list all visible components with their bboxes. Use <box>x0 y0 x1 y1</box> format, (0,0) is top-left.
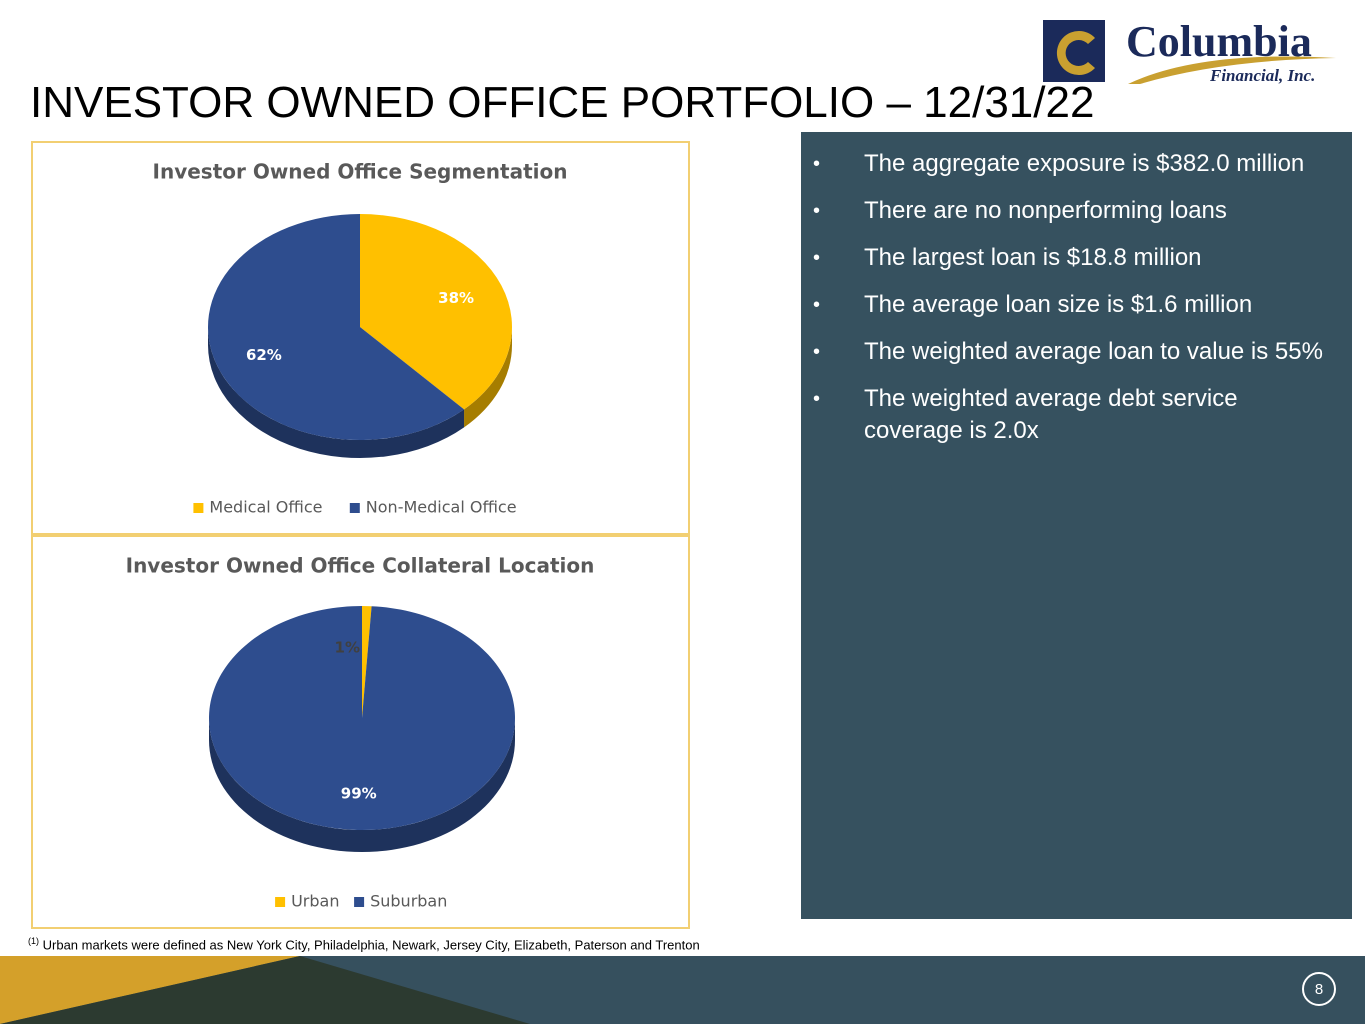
data-label: 62% <box>246 346 282 364</box>
slice-side <box>209 718 515 852</box>
legend-swatch <box>354 897 365 907</box>
legend-label: Medical Office <box>209 498 322 517</box>
bullet-list: The aggregate exposure is $382.0 million… <box>801 132 1352 447</box>
page-circle <box>1302 972 1336 1006</box>
bullet: The weighted average debt service covera… <box>801 383 1332 447</box>
slice <box>362 606 372 718</box>
logo-c <box>1056 31 1095 76</box>
data-label: 99% <box>341 785 377 803</box>
legend-label: Suburban <box>370 892 447 911</box>
legend-label: Non-Medical Office <box>366 498 517 517</box>
chart-title: Investor Owned Office Segmentation <box>153 160 568 184</box>
data-label: 1% <box>335 638 360 656</box>
footnote-text: Urban markets were defined as New York C… <box>42 937 700 953</box>
bullet-panel: The aggregate exposure is $382.0 million… <box>801 132 1352 919</box>
slice-side <box>464 327 512 428</box>
data-label: 38% <box>438 289 474 307</box>
footer-dark <box>0 956 530 1024</box>
slice <box>208 214 465 440</box>
bullet: The largest loan is $18.8 million <box>801 242 1332 274</box>
bullet: There are no nonperforming loans <box>801 195 1332 227</box>
page-number: 8 <box>1315 981 1323 998</box>
bullet: The aggregate exposure is $382.0 million <box>801 148 1332 180</box>
logo-name: Columbia <box>1126 17 1312 66</box>
legend-label: Urban <box>291 892 339 911</box>
bullet: The average loan size is $1.6 million <box>801 289 1332 321</box>
logo-swoosh <box>1128 56 1336 84</box>
legend-swatch <box>349 503 360 513</box>
charts: Investor Owned Office Segmentation 38% 62%… <box>31 141 690 929</box>
slide-title: INVESTOR OWNED OFFICE PORTFOLIO – 12/31/… <box>30 78 1095 127</box>
footnote-marker: (1) <box>28 936 39 946</box>
slice <box>209 606 516 831</box>
legend-swatch <box>193 503 204 513</box>
logo-subname: Financial, Inc. <box>1210 66 1316 85</box>
footnote: (1) Urban markets were defined as New Yo… <box>28 936 700 952</box>
bullet: The weighted average loan to value is 55… <box>801 336 1332 368</box>
slice-side <box>208 327 465 458</box>
legend-swatch <box>275 897 286 907</box>
slice <box>360 214 512 410</box>
chart-title: Investor Owned Office Collateral Locatio… <box>126 554 595 578</box>
